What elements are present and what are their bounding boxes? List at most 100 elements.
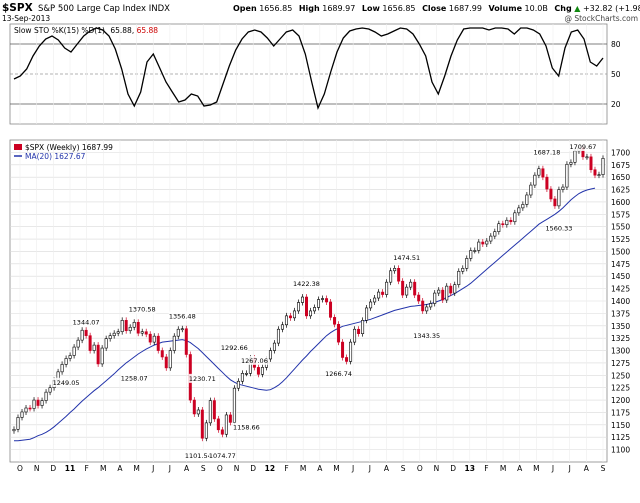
stochastic-legend-text: Slow STO %K(15) %D(1) [14,26,105,35]
legend-price-label: $SPX (Weekly) 1687.99 [25,143,113,152]
candle [116,331,120,334]
candle [421,300,425,312]
price-y-tick: 1650 [611,173,630,182]
annotation-bg [188,373,216,383]
candle [280,324,284,330]
x-tick-label: F [484,464,488,473]
x-tick-label: A [517,464,523,473]
annotation-label: 1074.77 [209,452,236,460]
annotation-bg [325,369,353,379]
candle [589,156,593,171]
candle [377,291,381,299]
price-y-tick: 1300 [611,347,630,356]
index-name: S&P 500 Large Cap Index INDX [38,4,170,14]
price-y-tick: 1450 [611,272,630,281]
candle [541,168,545,178]
x-tick-label: A [384,464,390,473]
high-value: 1689.97 [322,4,355,13]
annotation-bg [208,451,236,460]
annotation-label: 1560.33 [545,225,572,233]
chg-label: Chg [554,4,572,13]
x-tick-label: J [368,464,371,473]
chg-value: +32.82 (+1.98%) [583,4,640,13]
candle [120,320,124,333]
candle [44,391,48,401]
candle [208,400,212,424]
price-y-axis: 1100 1125 1150 1175 1200 1225 1250 1275 1300 1325… [611,148,630,454]
candle [329,301,333,318]
legend-ma-label: MA(20) 1627.67 [25,152,86,161]
candle [296,302,300,312]
price-y-tick: 1325 [611,334,630,343]
candle [88,335,92,351]
x-tick-label: J [551,464,554,473]
legend-swatch-price [14,144,22,150]
x-tick-label: N [234,464,240,473]
annotation-bg [220,343,248,353]
volume-value: 10.0B [525,4,548,13]
stochastic-separator: , [132,26,137,35]
x-tick-label: S [601,464,606,473]
candle [573,150,577,163]
candle [597,174,601,176]
price-y-tick: 1100 [611,446,630,455]
price-y-tick: 1525 [611,235,630,244]
candle [501,223,505,226]
annotation-label: 1292.66 [221,344,248,352]
candle [449,285,453,294]
annotation-label: 1266.74 [325,370,352,378]
x-tick-label: 12 [265,464,275,473]
candle [124,320,128,332]
candle [313,307,317,312]
stochastic-k-value: 65.88 [110,26,132,35]
stochastic-d-value: 65.88 [137,26,159,35]
x-tick-label: N [34,464,40,473]
candle [240,373,244,382]
x-tick-label: M [100,464,106,473]
candle [244,373,248,375]
x-tick-label: J [351,464,354,473]
candle [361,320,365,334]
ma20-line [14,187,596,442]
x-tick-label: F [84,464,88,473]
candle [561,186,565,190]
price-y-tick: 1250 [611,371,630,380]
price-y-tick: 1500 [611,247,630,256]
candle [136,322,140,334]
candle [132,322,136,328]
candle [268,350,272,360]
candle [32,399,36,409]
candle [601,158,605,175]
x-tick-label: O [217,464,223,473]
annotation-label: 1687.18 [533,149,560,157]
candle [401,280,405,296]
candle [92,344,96,351]
candle [100,347,104,365]
candle [76,339,80,348]
candle [28,407,32,410]
candle [477,241,481,251]
candle [381,291,385,295]
candle [232,387,236,423]
candle [465,258,469,269]
candle [212,400,216,420]
candle [413,281,417,296]
candle [481,241,485,245]
candle [417,294,421,302]
open-value: 1656.85 [259,4,292,13]
annotation-bg [184,450,212,460]
candle [369,301,373,309]
candle [585,156,589,159]
candle [525,194,529,205]
candle [156,335,160,351]
x-tick-label: O [17,464,23,473]
candle [345,357,349,362]
price-y-tick: 1225 [611,384,630,393]
open-label: Open [233,4,257,13]
x-tick-label: A [584,464,590,473]
candle [172,335,176,351]
annotation-bg [292,278,320,288]
x-tick-label: M [500,464,506,473]
candle [533,174,537,186]
candle [333,317,337,325]
